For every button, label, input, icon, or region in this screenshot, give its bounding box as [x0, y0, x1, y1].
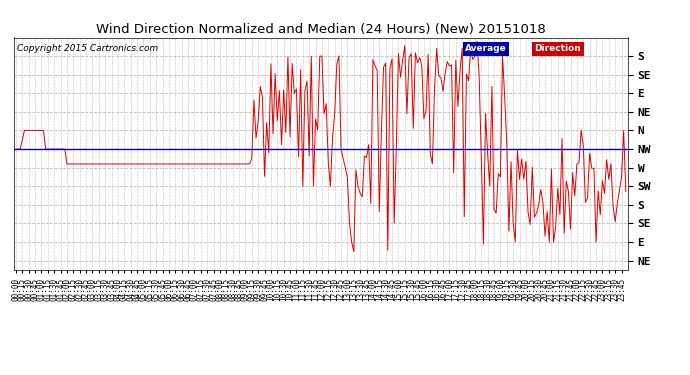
Title: Wind Direction Normalized and Median (24 Hours) (New) 20151018: Wind Direction Normalized and Median (24…: [96, 23, 546, 36]
Text: Average: Average: [465, 45, 507, 54]
Text: Direction: Direction: [535, 45, 581, 54]
Text: Copyright 2015 Cartronics.com: Copyright 2015 Cartronics.com: [17, 45, 158, 54]
